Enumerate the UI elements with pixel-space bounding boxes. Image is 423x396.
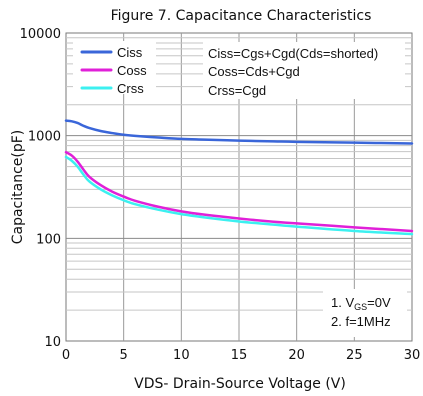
formula-box <box>203 42 405 99</box>
condition-vgs-suffix: =0V <box>367 295 391 310</box>
formula-coss: Coss=Cds+Cgd <box>208 64 300 79</box>
series-curves <box>64 119 414 236</box>
legend: Ciss Coss Crss <box>80 45 147 96</box>
legend-label-crss: Crss <box>117 81 144 96</box>
series-line-ciss <box>64 119 414 145</box>
legend-box <box>73 41 156 94</box>
legend-label-ciss: Ciss <box>117 45 143 60</box>
y-tick-label: 100 <box>36 232 61 247</box>
formula-crss: Crss=Cgd <box>208 83 266 98</box>
series-line-coss <box>64 150 414 233</box>
x-tick-label: 5 <box>120 348 128 363</box>
x-tick-label: 20 <box>288 348 305 363</box>
chart-title: Figure 7. Capacitance Characteristics <box>111 8 372 24</box>
formula-ciss: Ciss=Cgs+Cgd(Cds=shorted) <box>208 46 378 61</box>
x-axis-label: VDS- Drain-Source Voltage (V) <box>134 376 346 392</box>
condition-vgs-prefix: 1. V <box>331 295 354 310</box>
y-tick-label: 10 <box>44 335 61 350</box>
series-line-crss <box>64 155 414 236</box>
x-tick-label: 0 <box>62 348 70 363</box>
axis-ticks: 0 5 10 15 20 25 30 10 100 1000 10000 <box>20 27 421 363</box>
x-tick-label: 30 <box>404 348 421 363</box>
condition-vgs-sub: GS <box>354 302 367 312</box>
condition-vgs: 1. VGS=0V <box>331 295 391 312</box>
y-tick-label: 1000 <box>28 130 61 145</box>
conditions-box <box>323 289 407 337</box>
legend-label-coss: Coss <box>117 63 147 78</box>
x-tick-label: 25 <box>346 348 363 363</box>
y-tick-label: 10000 <box>20 27 61 42</box>
condition-frequency: 2. f=1MHz <box>331 314 391 329</box>
x-tick-label: 10 <box>173 348 190 363</box>
y-axis-label: Capacitance(pF) <box>10 130 26 245</box>
x-tick-label: 15 <box>231 348 248 363</box>
